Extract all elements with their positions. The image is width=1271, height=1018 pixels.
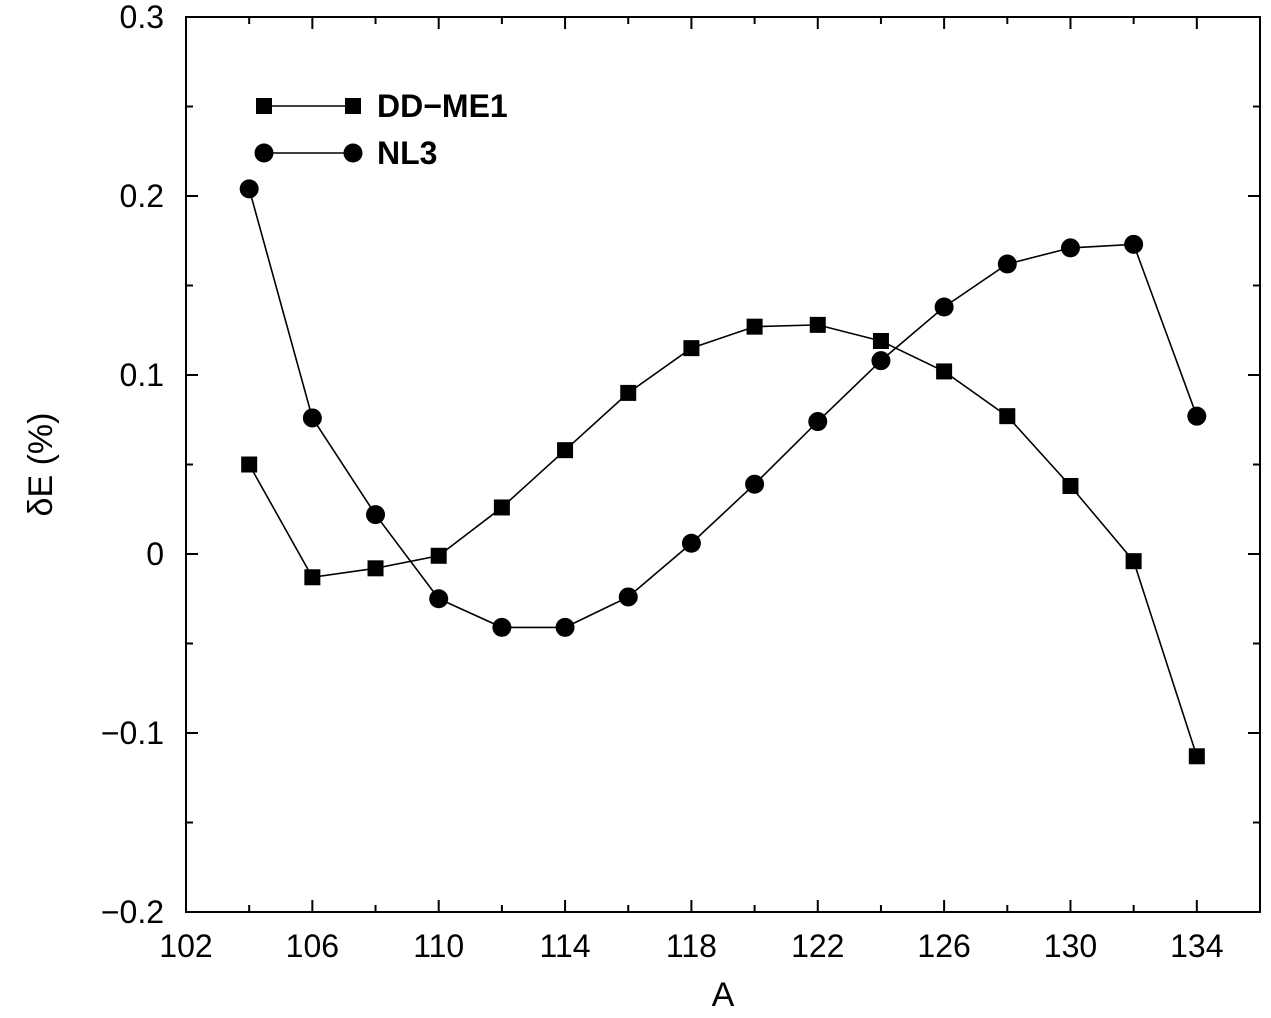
x-tick-label: 122 [791, 928, 844, 964]
data-point [999, 408, 1016, 425]
data-point [808, 412, 828, 432]
legend-label: NL3 [377, 135, 437, 171]
data-point [746, 318, 763, 335]
data-point [872, 332, 889, 349]
legend-entry: DD−ME1 [256, 88, 508, 124]
x-tick-label: 102 [159, 928, 212, 964]
legend: DD−ME1 NL3 [254, 88, 508, 171]
tick-labels: 102 106 110 114 118 122 126 130 134 −0.2 −0.1 0 0.1 0… [101, 0, 1224, 964]
x-tick-label: 130 [1044, 928, 1097, 964]
x-tick-label: 134 [1170, 928, 1223, 964]
x-tick-label: 110 [413, 928, 464, 964]
data-point [241, 456, 258, 473]
y-tick-label: 0 [146, 536, 164, 572]
y-tick-label: −0.1 [101, 715, 164, 751]
y-tick-label: −0.2 [101, 894, 164, 930]
x-axis-label: A [712, 976, 735, 1014]
y-axis-label: δE (%) [22, 413, 60, 517]
series-circle [239, 179, 1207, 637]
data-point [936, 363, 953, 380]
data-point [239, 179, 259, 199]
series-line [248, 324, 1198, 757]
data-point [557, 442, 574, 459]
y-tick-label: 0.3 [120, 0, 164, 35]
ticks [185, 16, 1261, 913]
data-point [493, 499, 510, 516]
y-tick-label: 0.2 [120, 178, 164, 214]
legend-marker [345, 98, 361, 114]
legend-marker [256, 98, 272, 114]
series-square [241, 316, 1205, 765]
data-point [934, 297, 954, 317]
data-point [871, 351, 891, 371]
data-point [683, 340, 700, 357]
data-point [430, 547, 447, 564]
data-point [304, 569, 321, 586]
data-point [429, 589, 449, 609]
data-point [1188, 748, 1205, 765]
data-point [681, 533, 701, 553]
x-tick-label: 118 [666, 928, 717, 964]
data-point [366, 505, 386, 525]
data-point [1062, 477, 1079, 494]
data-point [555, 617, 575, 637]
legend-entry: NL3 [254, 135, 437, 171]
legend-marker [254, 143, 274, 163]
data-point [618, 587, 638, 607]
y-tick-label: 0.1 [120, 357, 164, 393]
data-point [1060, 238, 1080, 258]
x-tick-label: 126 [917, 928, 970, 964]
legend-marker [343, 143, 363, 163]
data-point [1187, 406, 1207, 426]
series-layer [239, 179, 1207, 765]
data-point [809, 316, 826, 333]
x-tick-label: 114 [540, 928, 591, 964]
data-point [302, 408, 322, 428]
data-point [1125, 553, 1142, 570]
data-point [745, 474, 765, 494]
x-tick-label: 106 [286, 928, 339, 964]
data-point [620, 384, 637, 401]
data-point [492, 617, 512, 637]
legend-label: DD−ME1 [377, 88, 508, 124]
data-point [367, 560, 384, 577]
data-point [997, 254, 1017, 274]
data-point [1124, 234, 1144, 254]
series-line [248, 188, 1198, 629]
